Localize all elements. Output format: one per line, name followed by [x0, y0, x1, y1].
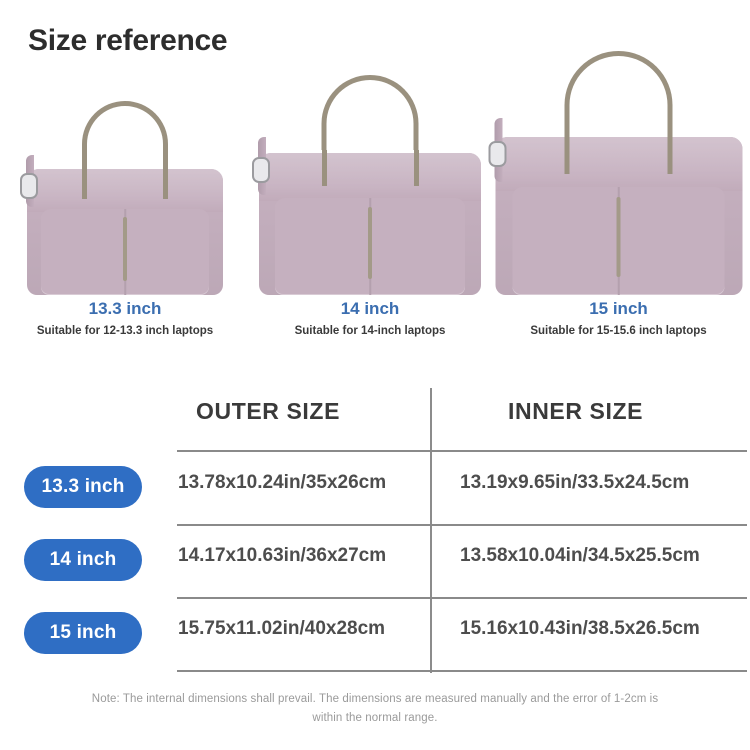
column-header-inner-size: INNER SIZE	[508, 398, 644, 424]
bag-handle-icon	[564, 51, 673, 134]
table-cell-inner-15: 15.16x10.43in/38.5x26.5cm	[460, 618, 700, 639]
bag-size-label: 15 inch	[589, 299, 648, 318]
footer-note-line-2: within the normal range.	[312, 712, 438, 724]
bag-top-shade	[259, 153, 481, 202]
bag-showcase-row: 13.3 inch Suitable for 12-13.3 inch lapt…	[0, 51, 750, 343]
bag-cell-13-3: 13.3 inch Suitable for 12-13.3 inch lapt…	[0, 58, 250, 343]
laptop-bag-icon	[20, 101, 223, 295]
bag-cell-14: 14 inch Suitable for 14-inch laptops	[245, 58, 495, 343]
bag-top-shade	[27, 169, 223, 212]
column-header-outer-size: OUTER SIZE	[196, 398, 341, 424]
bag-seam-trim	[616, 197, 621, 277]
table-row-divider-1	[177, 450, 747, 452]
bag-cell-15: 15 inch Suitable for 15-15.6 inch laptop…	[487, 51, 750, 343]
bag-size-label: 13.3 inch	[88, 299, 162, 318]
table-cell-inner-13-3: 13.19x9.65in/33.5x24.5cm	[460, 472, 690, 493]
table-cell-inner-14: 13.58x10.04in/34.5x25.5cm	[460, 545, 700, 566]
bag-suitable-label: Suitable for 15-15.6 inch laptops	[530, 325, 707, 337]
size-pill-13-3[interactable]: 13.3 inch	[24, 466, 142, 508]
table-vertical-divider	[430, 388, 432, 673]
size-pill-15[interactable]: 15 inch	[24, 612, 142, 654]
bag-top-shade	[495, 137, 742, 191]
laptop-bag-icon	[488, 51, 742, 295]
table-row-divider-2	[177, 524, 747, 526]
bag-caption-13-3: 13.3 inch Suitable for 12-13.3 inch lapt…	[0, 298, 250, 340]
bag-zipper-pull-icon	[252, 157, 270, 183]
bag-seam-trim	[368, 207, 372, 279]
bag-handle-tail-left	[82, 167, 87, 199]
table-row-divider-3	[177, 597, 747, 599]
bag-handle-tail-right	[413, 150, 419, 186]
laptop-bag-icon	[252, 75, 481, 295]
bag-handle-tail-right	[163, 167, 168, 199]
table-cell-outer-15: 15.75x11.02in/40x28cm	[178, 618, 386, 639]
bag-handle-icon	[82, 101, 168, 167]
bag-zipper-pull-icon	[488, 141, 506, 167]
bag-caption-14: 14 inch Suitable for 14-inch laptops	[245, 298, 495, 340]
bag-suitable-label: Suitable for 12-13.3 inch laptops	[36, 325, 214, 337]
table-cell-outer-13-3: 13.78x10.24in/35x26cm	[178, 472, 387, 493]
size-pill-14[interactable]: 14 inch	[24, 539, 142, 581]
bag-handle-tail-left	[321, 150, 327, 186]
table-row-divider-4	[177, 670, 747, 672]
bag-zipper-pull-icon	[20, 173, 38, 199]
bag-handle-tail-left	[564, 134, 570, 174]
bag-handle-tail-right	[667, 134, 673, 174]
bag-suitable-label: Suitable for 14-inch laptops	[294, 325, 446, 337]
table-cell-outer-14: 14.17x10.63in/36x27cm	[178, 545, 387, 566]
bag-caption-15: 15 inch Suitable for 15-15.6 inch laptop…	[487, 298, 750, 340]
page-title: Size reference	[28, 24, 228, 57]
bag-size-label: 14 inch	[340, 299, 400, 318]
bag-seam-trim	[123, 217, 127, 281]
bag-handle-icon	[321, 75, 419, 150]
footer-note-line-1: Note: The internal dimensions shall prev…	[91, 693, 659, 705]
footer-note: Note: The internal dimensions shall prev…	[30, 690, 720, 728]
size-table: OUTER SIZE INNER SIZE 13.3 inch 13.78x10…	[0, 388, 750, 678]
